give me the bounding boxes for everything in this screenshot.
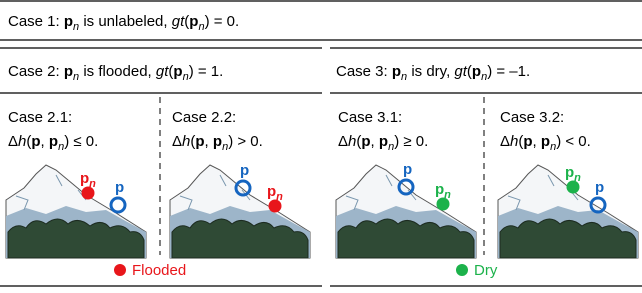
- text-run: ) = 0.: [205, 13, 240, 30]
- text-run: Case 3:: [336, 63, 392, 80]
- text-run: p: [379, 133, 388, 150]
- subcase-condition: Δh(p, pn) ≥ 0.: [338, 133, 428, 153]
- text-run: ) = –1.: [487, 63, 530, 80]
- text-run: Case 2:: [8, 63, 64, 80]
- text-run: ) < 0.: [556, 133, 591, 150]
- legend-dot: [114, 264, 126, 276]
- legend-label: Flooded: [132, 262, 186, 279]
- subcase-title: Case 2.1:: [8, 109, 72, 126]
- text-run: p: [189, 13, 198, 30]
- subcase-title: Case 2.2:: [172, 109, 236, 126]
- subcase-title: Case 3.1:: [338, 109, 402, 126]
- text-run: p: [435, 181, 444, 198]
- text-run: n: [89, 178, 96, 190]
- text-run: p: [49, 133, 58, 150]
- text-run: p: [64, 13, 73, 30]
- text-run: h: [510, 133, 518, 150]
- text-run: ) = 1.: [189, 63, 224, 80]
- diagram: Case 1: pn is unlabeled, gt(pn) = 0. Cas…: [0, 0, 642, 288]
- legend-dot: [456, 264, 468, 276]
- text-run: is flooded,: [79, 63, 156, 80]
- mountain: [6, 165, 146, 258]
- text-run: p: [523, 133, 532, 150]
- text-run: p: [361, 133, 370, 150]
- text-run: p: [173, 63, 182, 80]
- text-run: n: [276, 191, 283, 203]
- point-p: [111, 198, 125, 212]
- text-run: p: [565, 164, 574, 181]
- text-run: p: [392, 63, 401, 80]
- text-run: gt: [454, 63, 467, 80]
- text-run: ) ≤ 0.: [64, 133, 98, 150]
- text-run: Case 1:: [8, 13, 64, 30]
- text-run: h: [348, 133, 356, 150]
- legend-label: Dry: [474, 262, 498, 279]
- text-run: p: [64, 63, 73, 80]
- text-run: p: [31, 133, 40, 150]
- text-run: ,: [205, 133, 213, 150]
- text-run: gt: [172, 13, 185, 30]
- text-run: n: [574, 172, 581, 184]
- text-run: p: [541, 133, 550, 150]
- text-run: Δ: [8, 133, 18, 150]
- text-run: h: [182, 133, 190, 150]
- point-p-label: p: [115, 179, 124, 196]
- text-run: Δ: [172, 133, 182, 150]
- point-p-label: p: [403, 161, 412, 178]
- text-run: p: [267, 183, 276, 200]
- case3: Case 3: pn is dry, gt(pn) = –1.: [336, 63, 530, 83]
- text-run: Δ: [338, 133, 348, 150]
- text-run: p: [80, 170, 89, 187]
- subcase-title: Case 3.2:: [500, 109, 564, 126]
- subcase-condition: Δh(p, pn) > 0.: [172, 133, 263, 153]
- text-run: Δ: [500, 133, 510, 150]
- text-run: is unlabeled,: [79, 13, 172, 30]
- text-run: h: [18, 133, 26, 150]
- case2: Case 2: pn is flooded, gt(pn) = 1.: [8, 63, 223, 83]
- point-p-label: p: [595, 179, 604, 196]
- text-run: gt: [156, 63, 169, 80]
- text-run: ) ≥ 0.: [394, 133, 428, 150]
- text-run: ) > 0.: [228, 133, 263, 150]
- text-run: ,: [371, 133, 379, 150]
- text-run: is dry,: [407, 63, 454, 80]
- subcase-condition: Δh(p, pn) ≤ 0.: [8, 133, 98, 153]
- text-run: n: [444, 189, 451, 201]
- text-run: p: [472, 63, 481, 80]
- text-run: p: [213, 133, 222, 150]
- text-run: ,: [533, 133, 541, 150]
- subcase-condition: Δh(p, pn) < 0.: [500, 133, 591, 153]
- text-run: ,: [41, 133, 49, 150]
- text-run: p: [195, 133, 204, 150]
- point-p-label: p: [240, 162, 249, 179]
- case1: Case 1: pn is unlabeled, gt(pn) = 0.: [8, 13, 239, 33]
